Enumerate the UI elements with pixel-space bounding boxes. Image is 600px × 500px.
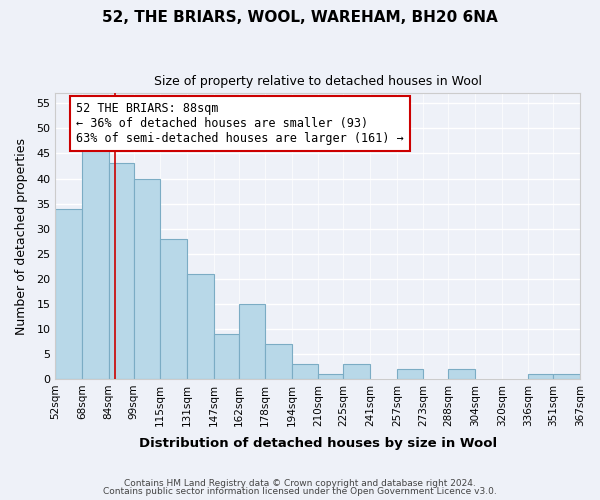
- Text: Contains HM Land Registry data © Crown copyright and database right 2024.: Contains HM Land Registry data © Crown c…: [124, 478, 476, 488]
- Bar: [160, 238, 187, 379]
- Bar: [214, 334, 239, 379]
- Text: Contains public sector information licensed under the Open Government Licence v3: Contains public sector information licen…: [103, 487, 497, 496]
- Y-axis label: Number of detached properties: Number of detached properties: [15, 138, 28, 334]
- Bar: [187, 274, 214, 379]
- Bar: [239, 304, 265, 379]
- Title: Size of property relative to detached houses in Wool: Size of property relative to detached ho…: [154, 75, 482, 88]
- Bar: [134, 178, 160, 379]
- X-axis label: Distribution of detached houses by size in Wool: Distribution of detached houses by size …: [139, 437, 497, 450]
- Bar: [109, 164, 134, 379]
- Text: 52 THE BRIARS: 88sqm
← 36% of detached houses are smaller (93)
63% of semi-detac: 52 THE BRIARS: 88sqm ← 36% of detached h…: [76, 102, 404, 145]
- Bar: [319, 374, 343, 379]
- Text: 52, THE BRIARS, WOOL, WAREHAM, BH20 6NA: 52, THE BRIARS, WOOL, WAREHAM, BH20 6NA: [102, 10, 498, 25]
- Bar: [448, 369, 475, 379]
- Bar: [397, 369, 424, 379]
- Bar: [529, 374, 553, 379]
- Bar: [265, 344, 292, 379]
- Bar: [343, 364, 370, 379]
- Bar: [55, 208, 82, 379]
- Bar: [553, 374, 580, 379]
- Bar: [82, 148, 109, 379]
- Bar: [292, 364, 319, 379]
